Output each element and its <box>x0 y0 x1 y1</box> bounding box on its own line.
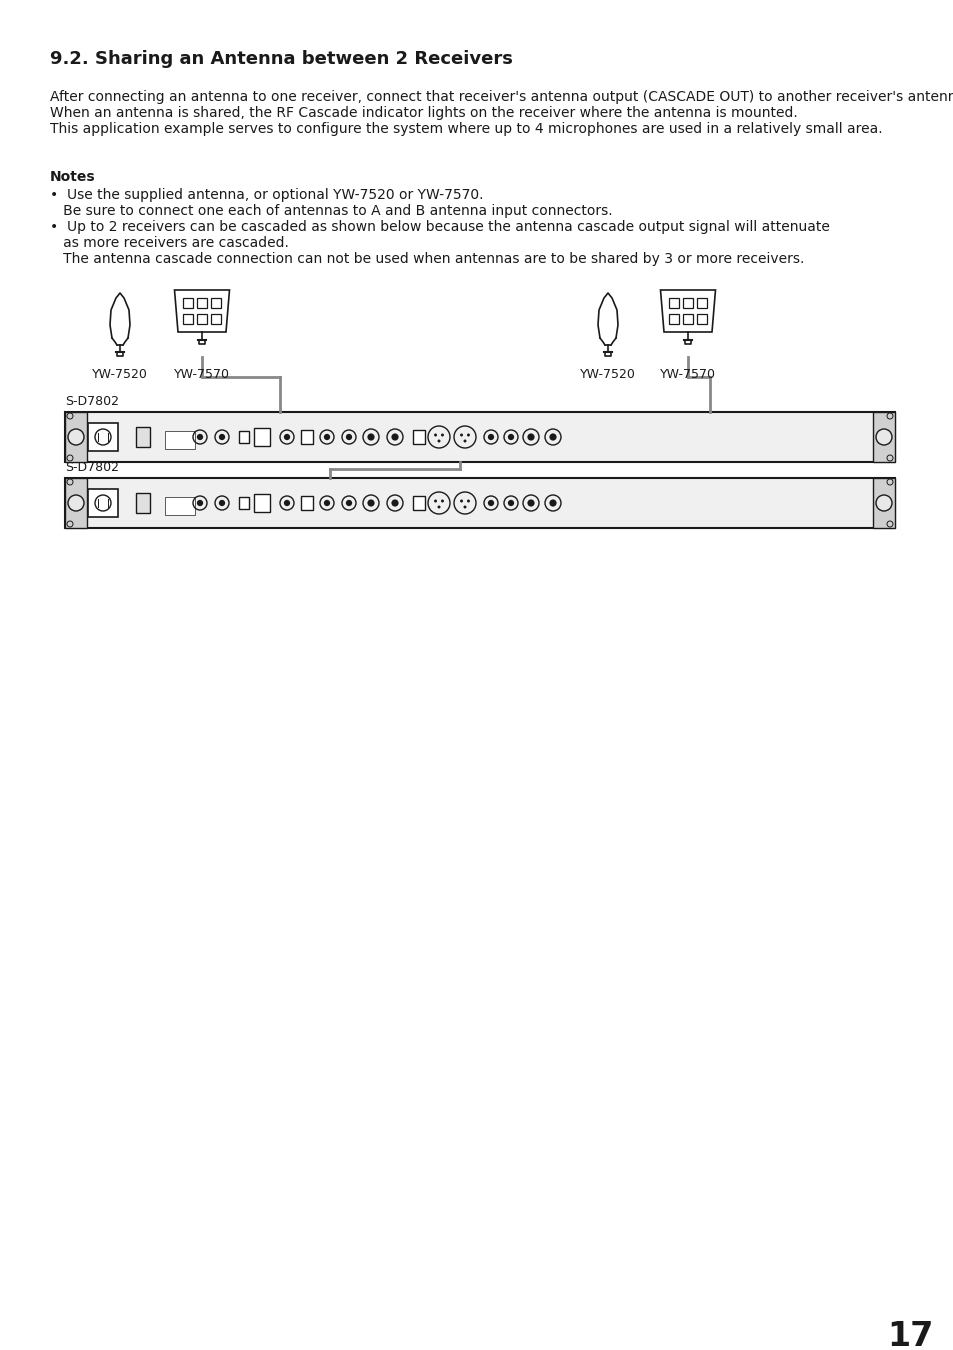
Circle shape <box>67 413 73 418</box>
Bar <box>301 431 313 444</box>
Circle shape <box>886 521 892 526</box>
Circle shape <box>323 433 330 440</box>
Circle shape <box>434 433 436 436</box>
Bar <box>239 431 249 443</box>
Circle shape <box>346 433 352 440</box>
Circle shape <box>466 500 470 502</box>
Text: 17: 17 <box>886 1320 932 1350</box>
Bar <box>668 298 679 308</box>
Bar <box>65 412 87 462</box>
Bar <box>682 298 692 308</box>
Circle shape <box>323 500 330 506</box>
Circle shape <box>549 500 556 506</box>
Circle shape <box>459 500 462 502</box>
Circle shape <box>507 500 514 506</box>
Circle shape <box>527 433 534 440</box>
Circle shape <box>463 440 466 443</box>
Circle shape <box>391 433 398 440</box>
Bar <box>253 428 270 446</box>
Circle shape <box>391 500 398 506</box>
Circle shape <box>218 433 225 440</box>
Text: •  Up to 2 receivers can be cascaded as shown below because the antenna cascade : • Up to 2 receivers can be cascaded as s… <box>50 220 829 234</box>
Text: Be sure to connect one each of antennas to A and B antenna input connectors.: Be sure to connect one each of antennas … <box>50 204 612 217</box>
Circle shape <box>68 429 84 446</box>
Circle shape <box>886 413 892 418</box>
Text: Notes: Notes <box>50 170 95 184</box>
Bar <box>165 431 194 450</box>
Circle shape <box>875 495 891 512</box>
Bar <box>136 493 150 513</box>
Bar <box>196 315 207 324</box>
Circle shape <box>284 433 290 440</box>
Text: This application example serves to configure the system where up to 4 microphone: This application example serves to confi… <box>50 122 882 136</box>
Bar <box>65 412 894 462</box>
Circle shape <box>284 500 290 506</box>
Circle shape <box>67 455 73 460</box>
Bar <box>682 315 692 324</box>
Bar <box>301 495 313 510</box>
Circle shape <box>440 500 443 502</box>
Circle shape <box>487 433 494 440</box>
Text: The antenna cascade connection can not be used when antennas are to be shared by: The antenna cascade connection can not b… <box>50 252 803 266</box>
Bar <box>697 315 706 324</box>
Text: After connecting an antenna to one receiver, connect that receiver's antenna out: After connecting an antenna to one recei… <box>50 90 953 104</box>
Bar <box>668 315 679 324</box>
Circle shape <box>196 433 203 440</box>
Bar <box>697 298 706 308</box>
Text: as more receivers are cascaded.: as more receivers are cascaded. <box>50 236 289 250</box>
Bar <box>413 431 424 444</box>
Circle shape <box>346 500 352 506</box>
Bar <box>211 315 221 324</box>
Bar <box>872 412 894 462</box>
Circle shape <box>196 500 203 506</box>
Bar <box>165 497 194 514</box>
Circle shape <box>367 500 375 506</box>
Bar <box>88 423 118 451</box>
Bar <box>65 478 894 528</box>
Circle shape <box>367 433 375 440</box>
Bar <box>253 494 270 512</box>
Circle shape <box>434 500 436 502</box>
Bar <box>183 298 193 308</box>
Circle shape <box>886 479 892 485</box>
Text: S-D7802: S-D7802 <box>65 460 119 474</box>
Bar <box>183 315 193 324</box>
Text: YW-7520: YW-7520 <box>92 369 148 381</box>
Circle shape <box>487 500 494 506</box>
Bar <box>211 298 221 308</box>
Circle shape <box>466 433 470 436</box>
Text: •  Use the supplied antenna, or optional YW-7520 or YW-7570.: • Use the supplied antenna, or optional … <box>50 188 483 202</box>
Circle shape <box>549 433 556 440</box>
Bar <box>239 497 249 509</box>
Text: YW-7570: YW-7570 <box>173 369 230 381</box>
Bar <box>872 478 894 528</box>
Circle shape <box>886 455 892 460</box>
Text: YW-7520: YW-7520 <box>579 369 636 381</box>
Bar <box>196 298 207 308</box>
Circle shape <box>459 433 462 436</box>
Circle shape <box>463 505 466 509</box>
Circle shape <box>507 433 514 440</box>
Text: YW-7570: YW-7570 <box>659 369 716 381</box>
Circle shape <box>218 500 225 506</box>
Circle shape <box>68 495 84 512</box>
Circle shape <box>440 433 443 436</box>
Text: S-D7802: S-D7802 <box>65 396 119 408</box>
Text: When an antenna is shared, the RF Cascade indicator lights on the receiver where: When an antenna is shared, the RF Cascad… <box>50 107 797 120</box>
Circle shape <box>67 479 73 485</box>
Circle shape <box>67 521 73 526</box>
Bar <box>65 478 87 528</box>
Bar <box>136 427 150 447</box>
Text: 9.2. Sharing an Antenna between 2 Receivers: 9.2. Sharing an Antenna between 2 Receiv… <box>50 50 513 68</box>
Circle shape <box>437 440 440 443</box>
Bar <box>413 495 424 510</box>
Bar <box>88 489 118 517</box>
Circle shape <box>875 429 891 446</box>
Circle shape <box>437 505 440 509</box>
Circle shape <box>527 500 534 506</box>
